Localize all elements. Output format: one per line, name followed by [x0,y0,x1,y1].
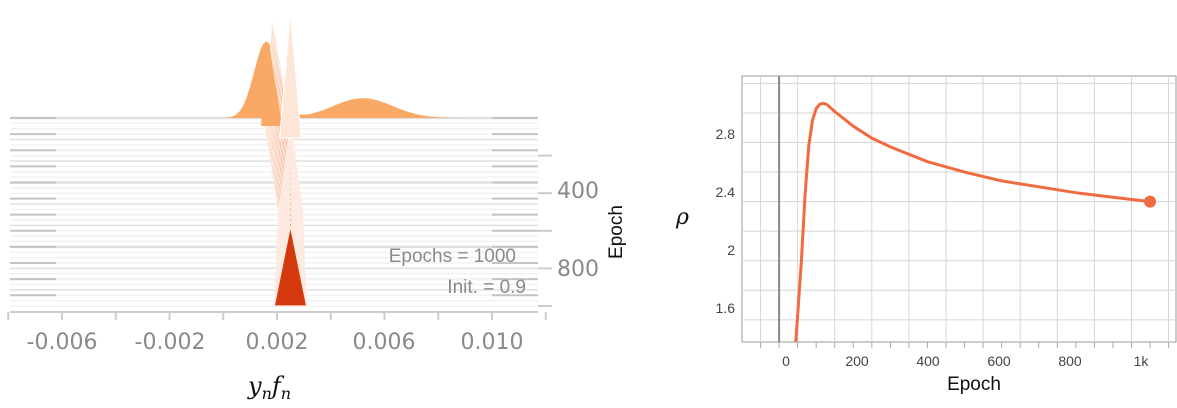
epoch-tick-label: 400 [557,179,599,204]
x-tick-label: -0.006 [27,330,98,355]
y-tick-label: 2 [727,242,735,258]
y-tick-label: 1.6 [716,300,736,316]
x-tick-label: 600 [987,353,1011,369]
x-tick-label: -0.002 [135,330,206,355]
x-axis-label: Epoch [947,374,1001,395]
y-tick-label: 2.8 [716,126,736,142]
grid-lines [742,76,1176,348]
epoch-tick-label: 800 [557,257,599,282]
x-tick-label: 0.002 [246,330,309,355]
x-axis-label-sub: n [262,384,272,403]
density-slice [273,225,308,307]
x-tick-label: 800 [1058,353,1082,369]
y-axis-label: ρ [675,205,689,230]
x-tick-label: 0.010 [461,330,524,355]
plot-frame [741,75,1177,343]
x-axis-label-sub: n [281,384,291,403]
y-tick-label: 2.4 [716,184,736,200]
x-axis-label: ynfn [247,372,291,403]
x-tick-label: 400 [916,353,940,369]
final-peak-spike [279,11,302,139]
init-annotation: Init. = 0.9 [447,277,526,298]
ridge-density-marks [169,11,492,307]
rho-series [794,101,1157,343]
rho-line-panel: 2.8 2.4 2 1.6 0 200 400 600 800 1k Epoch… [675,75,1177,395]
x-tick-label: 1k [1134,353,1150,369]
early-peak-spike [260,44,283,126]
x-tick-label: 0.006 [353,330,416,355]
initial-density-area [169,41,492,118]
distribution-ridge-panel: -0.006 -0.002 0.002 0.006 0.010 400 800 … [7,11,627,403]
x-axis-ticks [7,312,547,320]
x-tick-label: 200 [845,353,869,369]
x-tick-label: 0 [782,353,790,369]
final-point-marker [1144,195,1157,208]
epoch-axis-ticks [538,154,552,307]
epoch-axis-label: Epoch [606,205,627,259]
epochs-annotation: Epochs = 1000 [389,246,516,267]
x-axis-label-y: y [247,372,262,400]
rho-line [794,101,1151,343]
